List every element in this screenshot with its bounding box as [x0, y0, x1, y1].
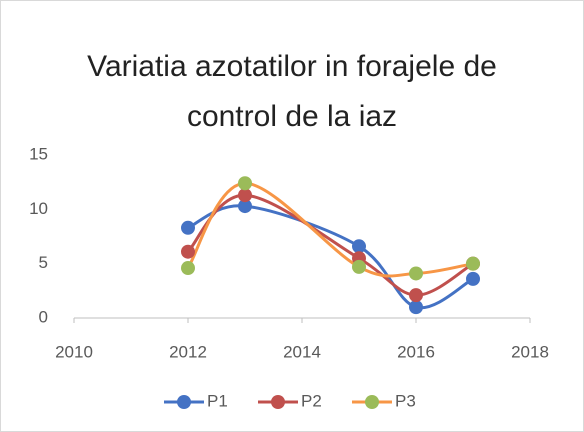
marker — [181, 220, 195, 235]
marker — [238, 188, 252, 203]
y-tick-label: 0 — [39, 307, 48, 326]
y-tick-label: 5 — [39, 253, 48, 272]
series-line — [186, 181, 475, 278]
marker — [409, 288, 423, 303]
legend-marker — [177, 395, 191, 409]
marker — [352, 239, 366, 254]
marker — [409, 266, 423, 281]
chart-title: Variatia azotatilor in forajele de contr… — [87, 50, 497, 133]
legend-label: P3 — [395, 391, 416, 410]
x-tick-label: 2012 — [169, 342, 207, 361]
x-tick-label: 2014 — [283, 342, 321, 361]
legend-marker — [271, 395, 285, 409]
marker — [409, 300, 423, 315]
legend-label: P1 — [207, 391, 228, 410]
marker — [466, 271, 480, 286]
y-tick-label: 15 — [29, 144, 48, 163]
marker — [238, 199, 252, 214]
series-line — [186, 193, 475, 297]
x-tick-label: 2010 — [55, 342, 93, 361]
legend-marker — [365, 395, 379, 409]
marker — [466, 256, 480, 271]
y-tick-label: 10 — [29, 199, 48, 218]
x-tick-label: 2016 — [397, 342, 435, 361]
marker — [352, 259, 366, 274]
marker — [181, 261, 195, 276]
x-tick-label: 2018 — [511, 342, 549, 361]
legend-label: P2 — [301, 391, 322, 410]
marker — [238, 176, 252, 191]
marker — [181, 244, 195, 259]
